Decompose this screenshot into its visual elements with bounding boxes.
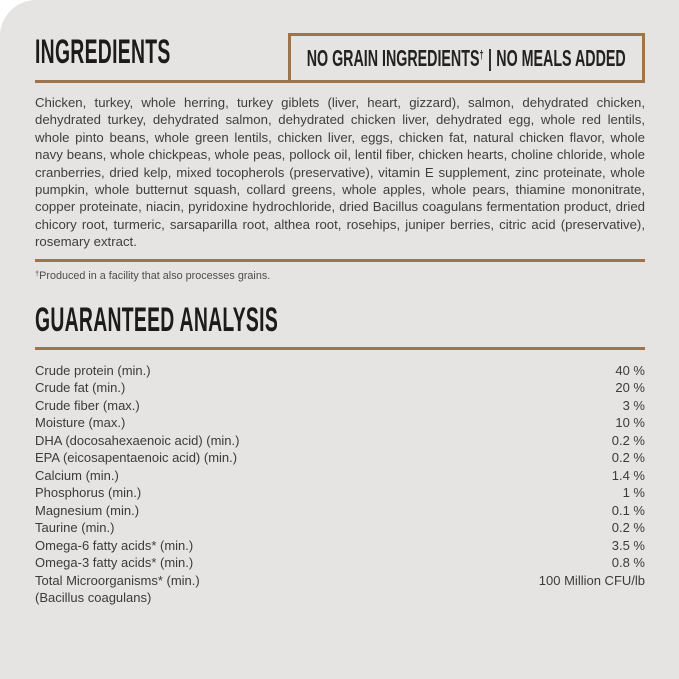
row-label: Taurine (min.) — [35, 520, 115, 536]
badge-no-grain-label: NO GRAIN INGREDIENTS — [307, 44, 480, 71]
row-value: 0.2 % — [611, 432, 645, 448]
badge-no-meals-label: NO MEALS ADDED — [496, 44, 626, 71]
table-row: Omega-3 fatty acids* (min.) 0.8 % — [35, 554, 645, 572]
guaranteed-analysis-title-text: GUARANTEED ANALYSIS — [35, 300, 279, 339]
ingredients-header: INGREDIENTS NO GRAIN INGREDIENTS† | NO MEA… — [35, 0, 645, 83]
row-value: 1 % — [622, 485, 645, 501]
row-label: Omega-3 fatty acids* (min.) — [35, 555, 194, 571]
row-label: Crude protein (min.) — [35, 362, 151, 378]
guaranteed-analysis-header: GUARANTEED ANALYSIS — [35, 303, 645, 338]
badge-dagger: † — [479, 47, 484, 62]
table-row: Total Microorganisms* (min.) 100 Million … — [35, 572, 645, 590]
table-row: Calcium (min.) 1.4 % — [35, 467, 645, 485]
table-row: Moisture (max.) 10 % — [35, 414, 645, 432]
guaranteed-analysis-title: GUARANTEED ANALYSIS — [35, 303, 461, 338]
row-value: 3 % — [622, 397, 645, 413]
no-grain-badge: NO GRAIN INGREDIENTS† | NO MEALS ADDED — [288, 33, 645, 83]
row-label: Total Microorganisms* (min.) — [35, 572, 200, 588]
table-row: Crude fiber (max.) 3 % — [35, 397, 645, 415]
row-label: (Bacillus coagulans) — [35, 590, 152, 606]
row-label: Calcium (min.) — [35, 467, 119, 483]
row-label: Crude fiber (max.) — [35, 397, 140, 413]
table-row: Crude fat (min.) 20 % — [35, 379, 645, 397]
row-label: Crude fat (min.) — [35, 380, 126, 396]
table-row: Magnesium (min.) 0.1 % — [35, 502, 645, 520]
ingredients-list: Chicken, turkey, whole herring, turkey g… — [35, 95, 645, 250]
no-grain-badge-text: NO GRAIN INGREDIENTS† | NO MEALS ADDED — [307, 44, 626, 71]
ingredients-title-text: INGREDIENTS — [35, 33, 171, 71]
table-row: (Bacillus coagulans) — [35, 589, 645, 607]
row-label: Phosphorus (min.) — [35, 485, 142, 501]
row-value: 0.2 % — [611, 520, 645, 536]
footnote-text: Produced in a facility that also process… — [39, 269, 271, 282]
row-value: 40 % — [615, 362, 645, 378]
row-label: Magnesium (min.) — [35, 502, 140, 518]
row-label: DHA (docosahexaenoic acid) (min.) — [35, 432, 240, 448]
row-value: 0.8 % — [611, 555, 645, 571]
footnote-dagger: † — [35, 268, 40, 278]
divider-rule — [35, 258, 645, 262]
table-row: Omega-6 fatty acids* (min.) 3.5 % — [35, 537, 645, 555]
row-label: Omega-6 fatty acids* (min.) — [35, 537, 194, 553]
row-label: EPA (eicosapentaenoic acid) (min.) — [35, 450, 238, 466]
table-row: DHA (docosahexaenoic acid) (min.) 0.2 % — [35, 432, 645, 450]
table-row: Crude protein (min.) 40 % — [35, 362, 645, 380]
guaranteed-analysis-table: Crude protein (min.) 40 % Crude fat (min.… — [35, 362, 645, 607]
row-value: 1.4 % — [611, 467, 645, 483]
table-row: Phosphorus (min.) 1 % — [35, 484, 645, 502]
row-value: 20 % — [615, 380, 645, 396]
row-value: 3.5 % — [611, 537, 645, 553]
row-value: 10 % — [615, 415, 645, 431]
row-value: 100 Million CFU/lb — [538, 572, 645, 588]
table-row: Taurine (min.) 0.2 % — [35, 519, 645, 537]
divider-rule — [35, 346, 645, 350]
table-row: EPA (eicosapentaenoic acid) (min.) 0.2 % — [35, 449, 645, 467]
badge-separator: | — [488, 44, 493, 71]
row-label: Moisture (max.) — [35, 415, 126, 431]
row-value: 0.1 % — [611, 502, 645, 518]
grain-footnote: †Produced in a facility that also proces… — [35, 267, 645, 283]
ingredients-title: INGREDIENTS — [35, 34, 273, 71]
row-value: 0.2 % — [611, 450, 645, 466]
